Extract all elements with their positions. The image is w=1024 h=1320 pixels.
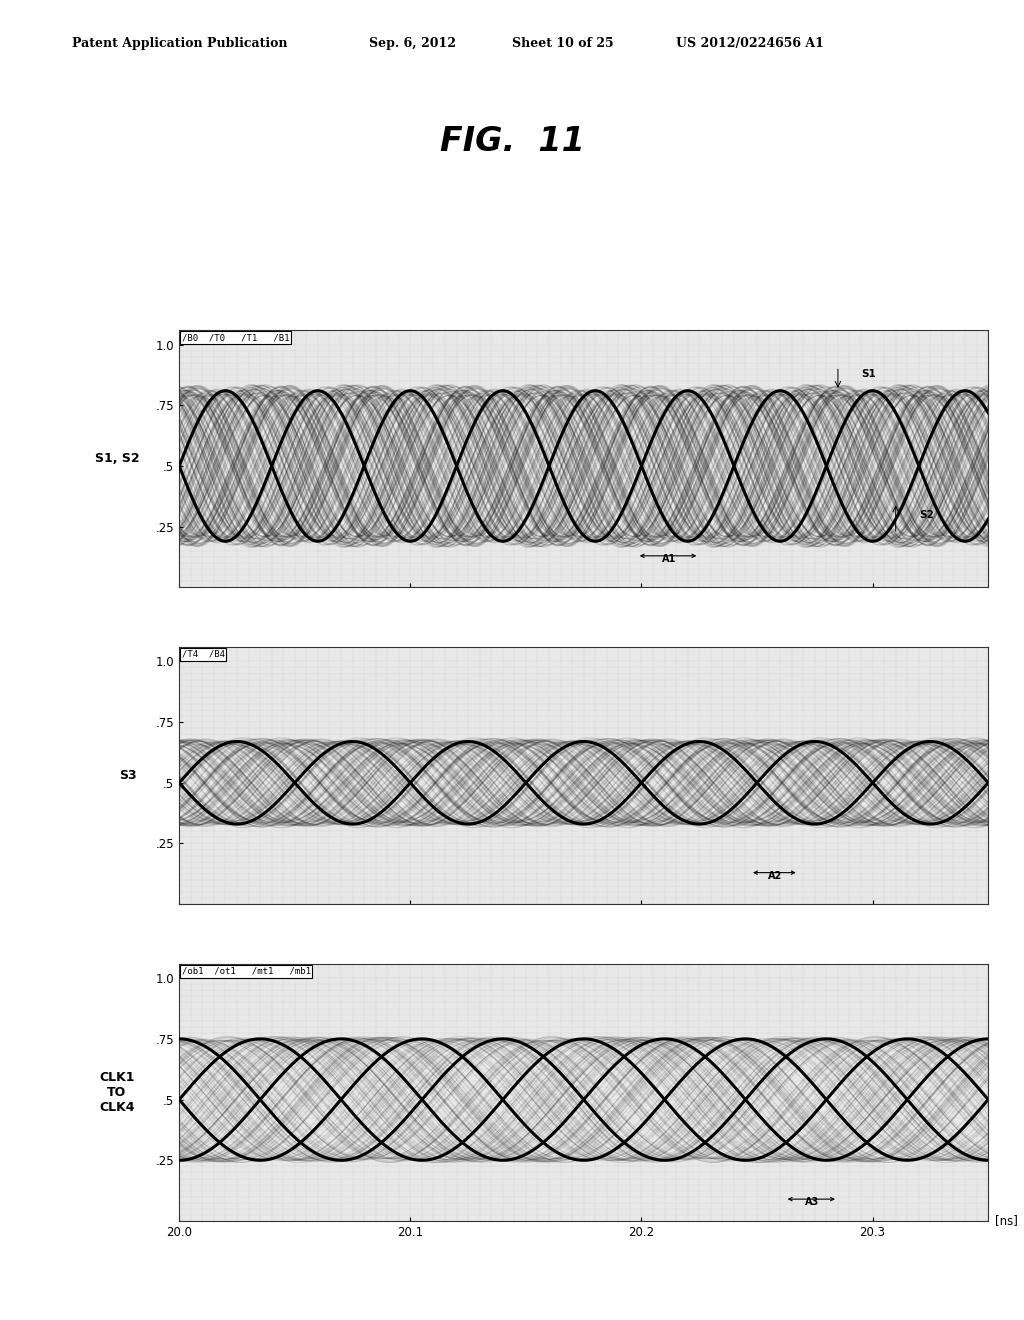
Text: A2: A2 (768, 871, 782, 880)
Text: US 2012/0224656 A1: US 2012/0224656 A1 (676, 37, 823, 50)
Text: [ns]: [ns] (995, 1214, 1018, 1228)
Text: A1: A1 (663, 554, 676, 564)
Text: /B0  /T0   /T1   /B1: /B0 /T0 /T1 /B1 (181, 333, 289, 342)
Text: /T4  /B4: /T4 /B4 (181, 649, 224, 659)
Text: S1: S1 (861, 368, 876, 379)
Text: A3: A3 (805, 1197, 819, 1208)
Y-axis label: CLK1
TO
CLK4: CLK1 TO CLK4 (99, 1071, 134, 1114)
Y-axis label: S3: S3 (119, 770, 137, 781)
Text: Patent Application Publication: Patent Application Publication (72, 37, 287, 50)
Text: Sep. 6, 2012: Sep. 6, 2012 (369, 37, 456, 50)
Y-axis label: S1, S2: S1, S2 (94, 453, 139, 465)
Text: /ob1  /ot1   /mt1   /mb1: /ob1 /ot1 /mt1 /mb1 (181, 966, 310, 975)
Text: S2: S2 (919, 510, 934, 520)
Text: FIG.  11: FIG. 11 (439, 125, 585, 158)
Text: Sheet 10 of 25: Sheet 10 of 25 (512, 37, 613, 50)
